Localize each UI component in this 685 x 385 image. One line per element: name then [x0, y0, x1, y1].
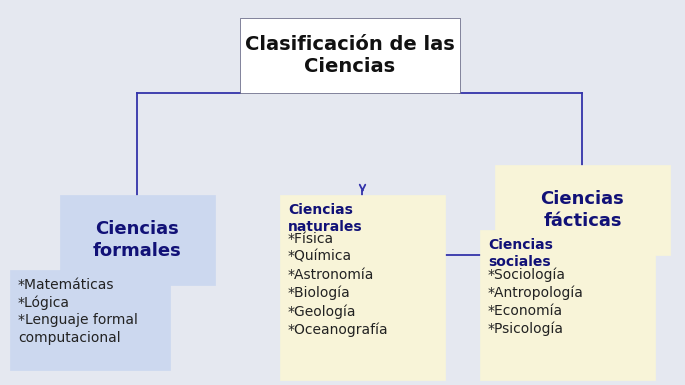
Text: Clasificación de las
Ciencias: Clasificación de las Ciencias: [245, 35, 455, 76]
Bar: [280, 195, 445, 380]
Bar: [10, 270, 170, 370]
Text: Ciencias
fácticas: Ciencias fácticas: [540, 190, 624, 230]
Text: Ciencias
formales: Ciencias formales: [93, 220, 182, 260]
Text: Ciencias
sociales: Ciencias sociales: [488, 238, 553, 269]
Bar: [480, 230, 655, 380]
Bar: [495, 165, 670, 255]
Text: *Sociología
*Antropología
*Economía
*Psicología: *Sociología *Antropología *Economía *Psi…: [488, 267, 584, 336]
Text: *Matemáticas
*Lógica
*Lenguaje formal
computacional: *Matemáticas *Lógica *Lenguaje formal co…: [18, 278, 138, 345]
Bar: [60, 195, 215, 285]
Text: Ciencias
naturales: Ciencias naturales: [288, 203, 362, 234]
Bar: [240, 18, 460, 93]
Text: *Física
*Química
*Astronomía
*Biología
*Geología
*Oceanografía: *Física *Química *Astronomía *Biología *…: [288, 232, 388, 337]
